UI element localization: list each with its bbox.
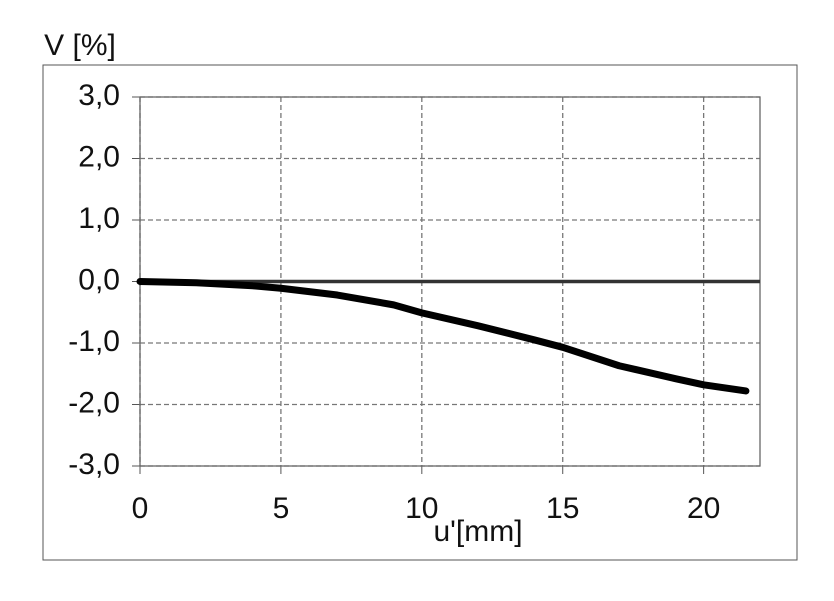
- y-tick-label: 2,0: [78, 140, 120, 173]
- data-line: [136, 278, 750, 395]
- y-tick-label: 1,0: [78, 202, 120, 235]
- x-tick-label: 15: [546, 492, 579, 525]
- y-tick-label: 0,0: [78, 263, 120, 296]
- y-tick-label: -3,0: [68, 448, 120, 481]
- x-tick-label: 0: [132, 492, 149, 525]
- x-tick-label: 5: [273, 492, 290, 525]
- x-tick-label: 20: [687, 492, 720, 525]
- y-tick-label: -2,0: [68, 386, 120, 419]
- y-tick-label: 3,0: [78, 79, 120, 112]
- y-axis-label: V [%]: [44, 29, 116, 62]
- x-tick-label: 10: [405, 492, 438, 525]
- y-tick-label: -1,0: [68, 325, 120, 358]
- x-axis-label: u'[mm]: [433, 515, 522, 548]
